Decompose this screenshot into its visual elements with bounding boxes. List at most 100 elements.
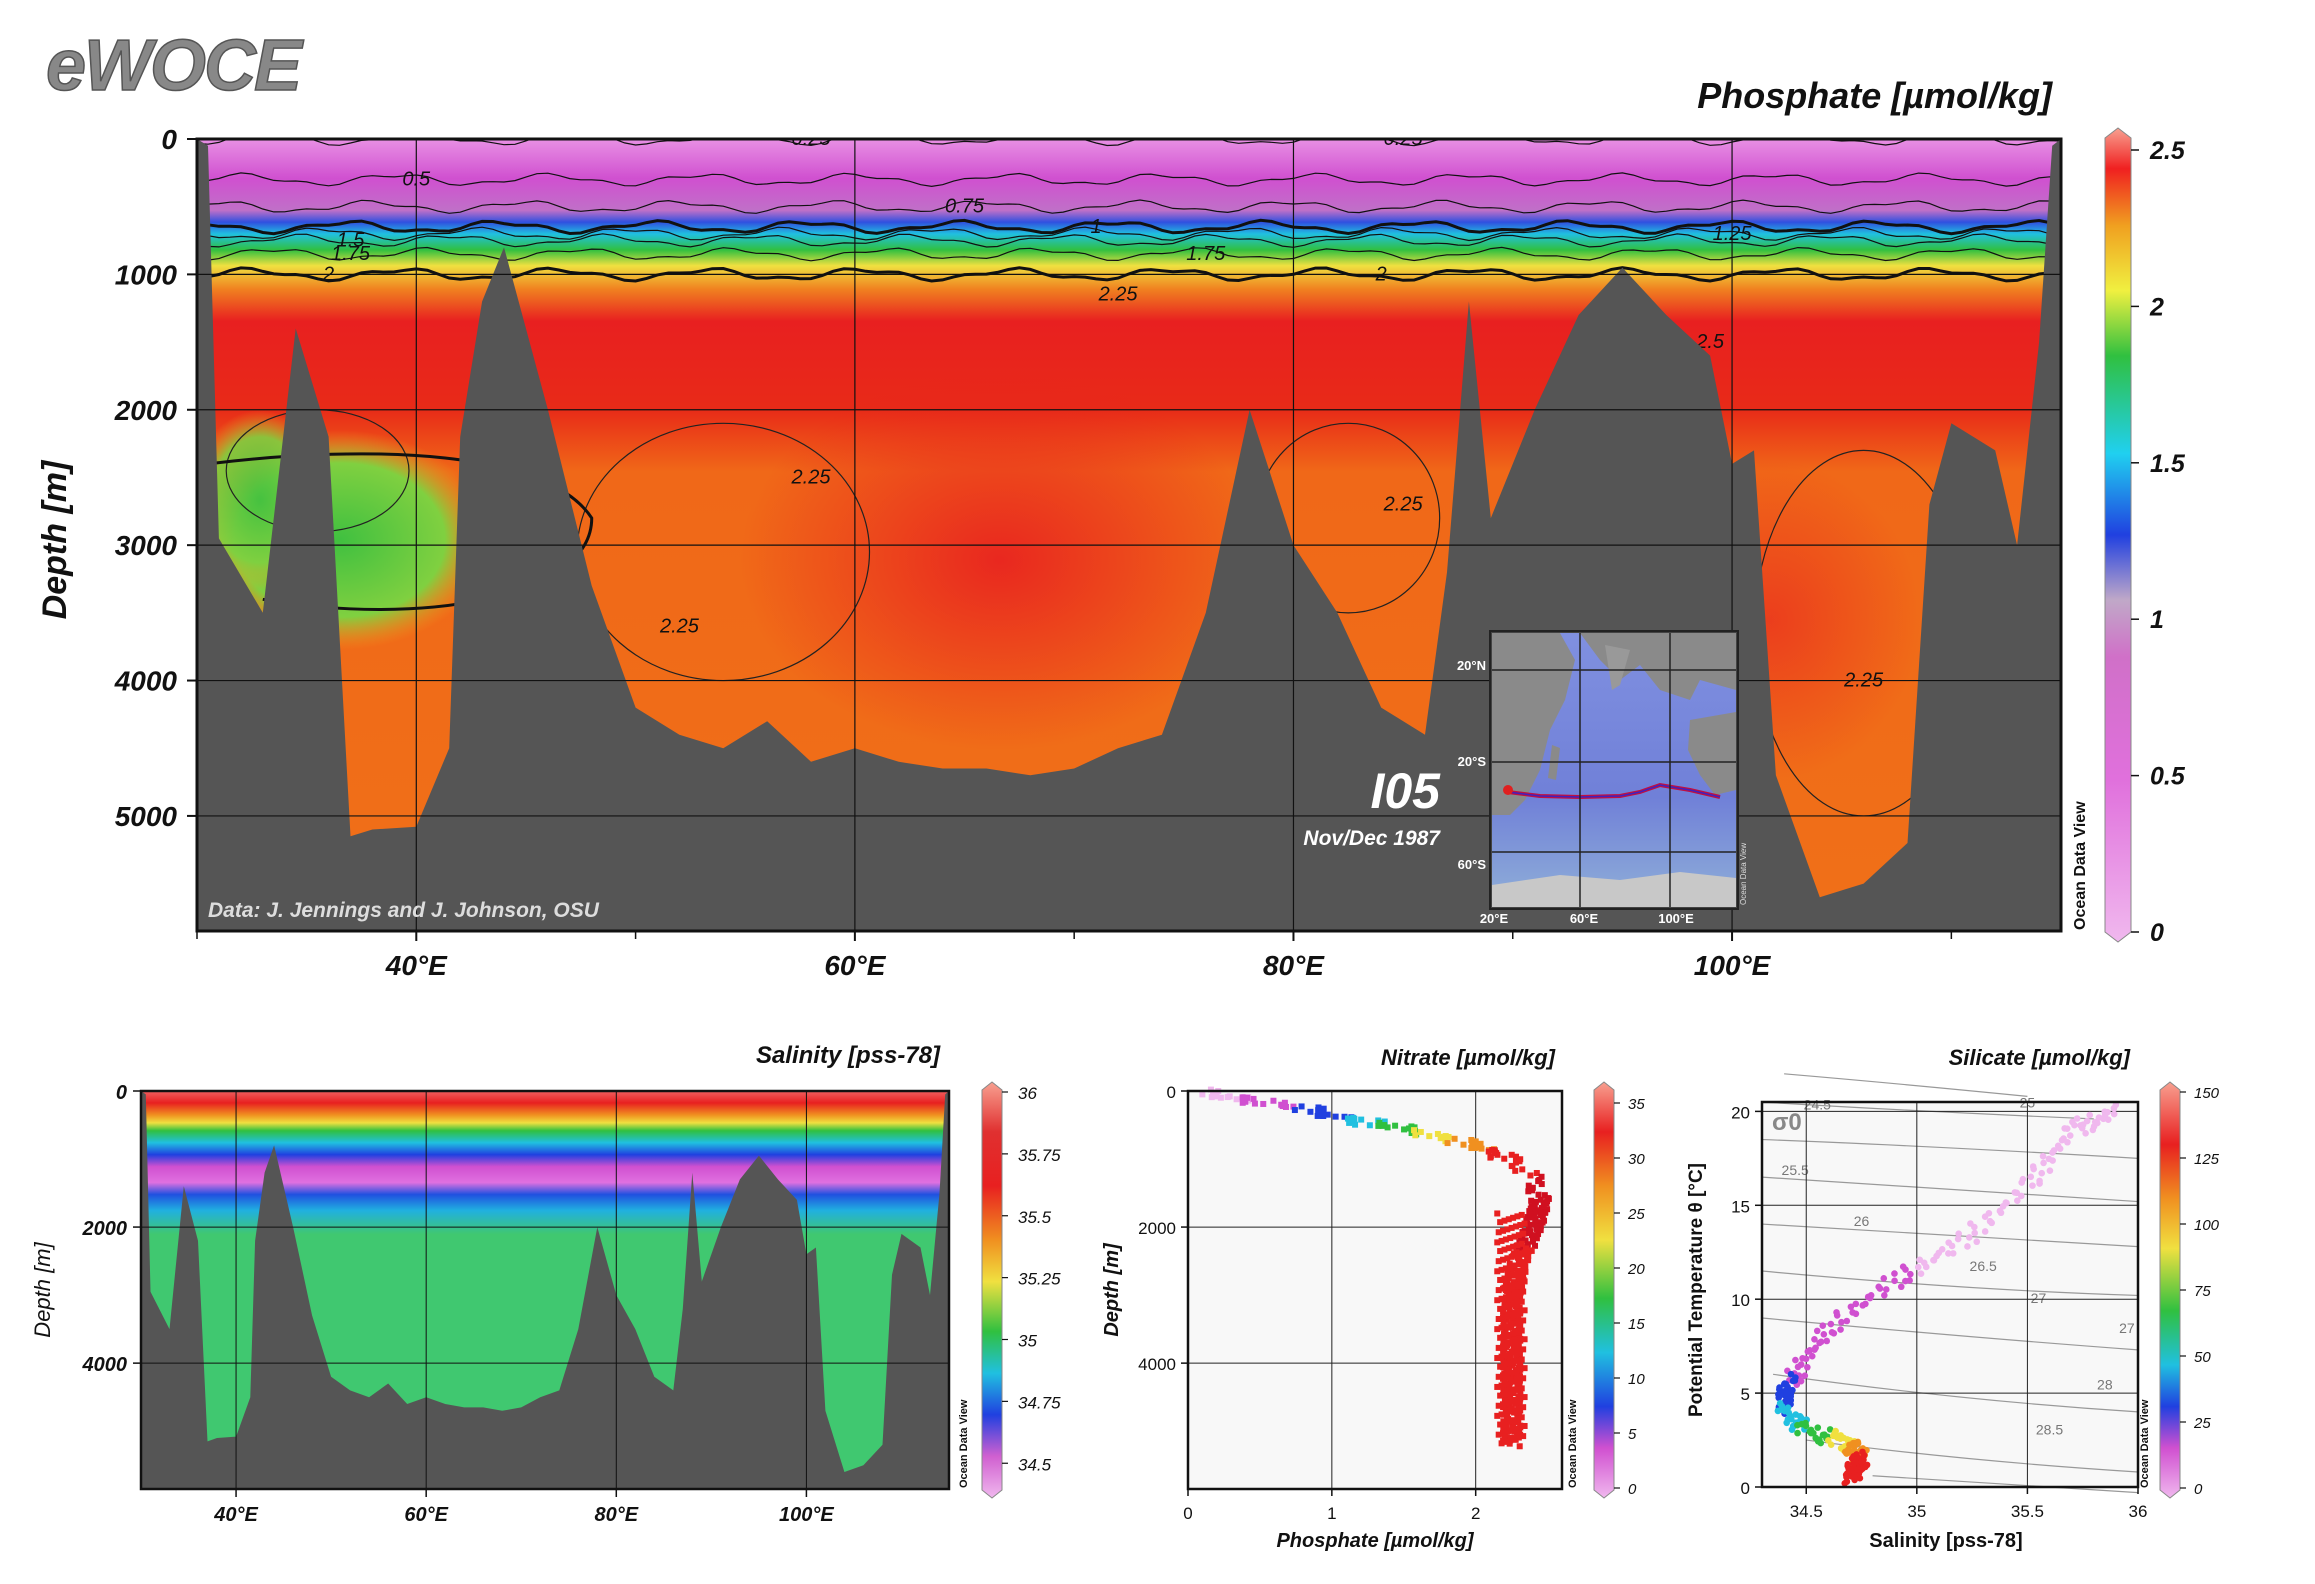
nitrate-point	[1511, 1435, 1518, 1442]
isopycnal	[1772, 1373, 2139, 1413]
silicate-point	[1902, 1277, 1909, 1285]
nitrate-point	[1460, 1141, 1467, 1148]
nitrate-point	[1392, 1122, 1399, 1129]
nitrate-point	[1506, 1260, 1513, 1267]
nitrate-point	[1494, 1268, 1501, 1275]
silicate-yticks: 0 5 10 15 20	[1731, 1103, 1762, 1498]
salinity-title: Salinity [pss-78]	[756, 1042, 941, 1069]
nitrate-point	[1341, 1113, 1348, 1120]
nitrate-point	[1502, 1265, 1509, 1272]
nitrate-point	[1545, 1195, 1552, 1202]
nitrate-point	[1538, 1181, 1545, 1188]
silicate-point	[1804, 1363, 1811, 1371]
nitrate-point	[1504, 1313, 1511, 1320]
ytick-label: 4000	[114, 666, 178, 697]
cbar-label: 1.5	[2150, 450, 2186, 478]
silicate-point	[1854, 1466, 1862, 1473]
contour-1.75	[197, 246, 2061, 262]
nitrate-point	[1510, 1243, 1517, 1250]
nitrate-point	[1451, 1135, 1458, 1142]
silicate-point	[1841, 1480, 1849, 1487]
nitrate-point	[1504, 1414, 1511, 1421]
nitrate-point	[1507, 1437, 1514, 1444]
nitrate-point	[1514, 1386, 1521, 1393]
silicate-point	[2089, 1126, 2097, 1134]
nitrate-point	[1504, 1284, 1511, 1291]
nitrate-point	[1504, 1428, 1511, 1435]
nitrate-point	[1500, 1343, 1507, 1350]
silicate-point	[1783, 1419, 1790, 1427]
nitrate-point	[1497, 1305, 1504, 1312]
nitrate-point	[1515, 1347, 1522, 1354]
silicate-point	[1997, 1209, 2005, 1217]
nitrate-point	[1508, 1369, 1515, 1376]
nitrate-point	[1507, 1394, 1514, 1401]
nitrate-frame	[1186, 1089, 1564, 1491]
isopycnal	[1761, 1270, 2139, 1297]
nitrate-point	[1512, 1252, 1519, 1259]
xtick-label: 35.5	[2011, 1502, 2044, 1521]
cbar-label: 36	[1018, 1084, 1037, 1103]
nitrate-point	[1511, 1378, 1518, 1385]
nitrate-point	[1511, 1233, 1518, 1240]
nitrate-point	[1211, 1091, 1218, 1098]
nitrate-point	[1507, 1263, 1514, 1270]
nitrate-point	[1508, 1282, 1515, 1289]
nitrate-point	[1525, 1182, 1532, 1189]
nitrate-point	[1501, 1246, 1508, 1253]
salinity-watermark: Ocean Data View	[958, 1399, 970, 1488]
nitrate-point	[1500, 1318, 1507, 1325]
silicate-point	[2003, 1199, 2010, 1207]
contour-label-1.75: 1.75	[1186, 243, 1226, 265]
nitrate-point	[1497, 1334, 1504, 1341]
nitrate-point	[1517, 1294, 1524, 1301]
xtick-label: 100°E	[779, 1504, 834, 1526]
silicate-grid	[1762, 1102, 2138, 1487]
silicate-point	[2014, 1197, 2021, 1205]
nitrate-yticks: 0 2000 4000	[1138, 1083, 1188, 1374]
nitrate-point	[1510, 1272, 1517, 1279]
africa-land	[1492, 633, 1575, 815]
nitrate-point	[1515, 1261, 1522, 1268]
nitrate-point	[1508, 1311, 1515, 1318]
nitrate-point	[1518, 1211, 1525, 1218]
nitrate-point	[1520, 1404, 1527, 1411]
nitrate-point	[1501, 1362, 1508, 1369]
silicate-point	[1804, 1348, 1812, 1355]
silicate-point	[1794, 1429, 1801, 1437]
ytick-label: 1000	[115, 259, 178, 290]
nitrate-point	[1535, 1231, 1542, 1238]
silicate-point	[1802, 1422, 1810, 1430]
nitrate-point	[1533, 1225, 1540, 1232]
nitrate-point	[1539, 1219, 1546, 1226]
nitrate-point	[1478, 1145, 1485, 1152]
contour-label-0.25: 0.25	[792, 128, 832, 150]
silicate-point	[2071, 1121, 2078, 1129]
nitrate-point	[1517, 1308, 1524, 1315]
nitrate-point	[1539, 1213, 1546, 1220]
silicate-point	[1920, 1259, 1928, 1267]
nitrate-point	[1498, 1266, 1505, 1273]
nitrate-point	[1498, 1440, 1505, 1447]
nitrate-points	[1199, 1086, 1552, 1450]
sigma-label: σ0	[1772, 1109, 1802, 1136]
nitrate-xticks: 0 1 2	[1183, 1489, 1480, 1523]
nitrate-point	[1517, 1392, 1524, 1399]
isopycnal	[1872, 1475, 2139, 1494]
nitrate-point	[1533, 1235, 1540, 1242]
cbar-label: 25	[1627, 1206, 1645, 1223]
contour-0.5	[197, 172, 2061, 188]
nitrate-point	[1502, 1294, 1509, 1301]
cbar-label: 100	[2194, 1217, 2220, 1234]
nitrate-point	[1501, 1304, 1508, 1311]
nitrate-point	[1521, 1220, 1528, 1227]
cbar-label: 2.5	[2149, 137, 2186, 165]
silicate-point	[1949, 1250, 1957, 1257]
nitrate-point	[1260, 1100, 1267, 1107]
nitrate-point	[1279, 1103, 1286, 1110]
nitrate-point	[1502, 1355, 1509, 1362]
nitrate-point	[1500, 1425, 1507, 1432]
silicate-watermark: Ocean Data View	[2139, 1399, 2151, 1488]
nitrate-point	[1380, 1122, 1387, 1129]
